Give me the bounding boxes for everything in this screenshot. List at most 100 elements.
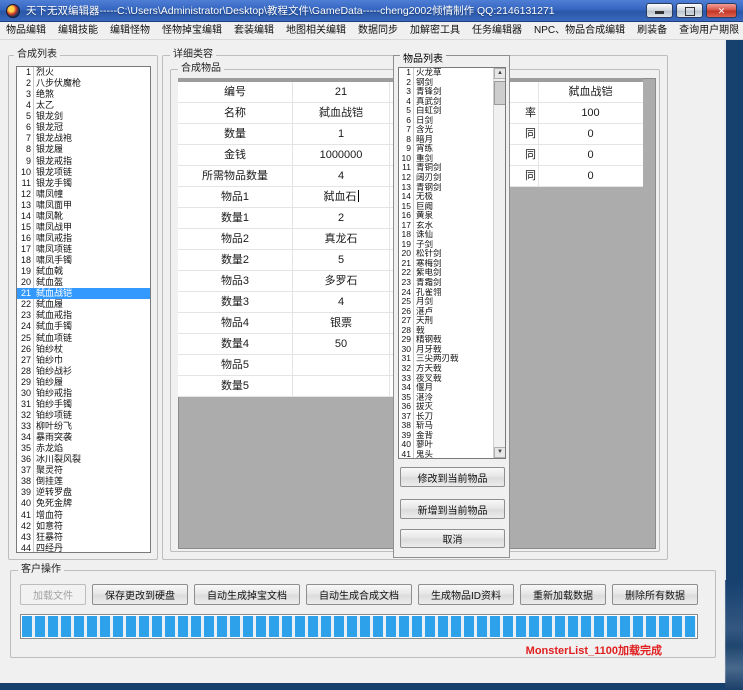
- list-item[interactable]: 39 金背: [399, 430, 505, 441]
- list-item[interactable]: 41 鬼头: [399, 449, 505, 458]
- list-item[interactable]: 36 冰川裂风裂: [17, 454, 150, 466]
- list-item[interactable]: 22 弑血履: [17, 299, 150, 311]
- list-item[interactable]: 15 巨阙: [399, 201, 505, 212]
- list-item[interactable]: 14 啸凤靴: [17, 210, 150, 222]
- list-item[interactable]: 41 增血符: [17, 509, 150, 521]
- list-item[interactable]: 36 拔灭: [399, 402, 505, 412]
- list-item[interactable]: 4 太乙: [17, 100, 150, 112]
- menu-item[interactable]: 物品编辑: [6, 24, 46, 36]
- grid-field-value[interactable]: 弑血石: [293, 187, 390, 207]
- grid-field-value[interactable]: 1000000: [293, 145, 390, 165]
- list-item[interactable]: 20 松针剑: [399, 249, 505, 259]
- list-item[interactable]: 10 重剑: [399, 153, 505, 164]
- menu-item[interactable]: 数据同步: [358, 24, 398, 36]
- list-item[interactable]: 4 真武剑: [399, 96, 505, 107]
- menu-item[interactable]: 编辑怪物: [110, 24, 150, 36]
- grid-field-value[interactable]: 100: [581, 107, 600, 119]
- grid-field-value[interactable]: [293, 376, 390, 396]
- minimize-icon[interactable]: [646, 3, 673, 18]
- list-item[interactable]: 30 铂纱戒指: [17, 387, 150, 399]
- list-item[interactable]: 29 铂纱履: [17, 376, 150, 388]
- close-icon[interactable]: [706, 3, 737, 18]
- item-list-scrollbar[interactable]: ▲ ▼: [493, 68, 505, 458]
- list-item[interactable]: 40 蓼叶: [399, 440, 505, 450]
- list-item[interactable]: 34 偃月: [399, 383, 505, 393]
- list-item[interactable]: 37 聚灵符: [17, 465, 150, 477]
- list-item[interactable]: 32 方天戟: [399, 363, 505, 374]
- grid-field-value[interactable]: 4: [293, 292, 390, 312]
- list-item[interactable]: 33 柳叶纷飞: [17, 421, 150, 433]
- list-item[interactable]: 8 暗月: [399, 134, 505, 145]
- list-item[interactable]: 23 弑血戒指: [17, 310, 150, 322]
- list-item[interactable]: 28 铂纱战衫: [17, 365, 150, 377]
- list-item[interactable]: 13 青钢剑: [399, 182, 505, 193]
- list-item[interactable]: 7 银龙战袍: [17, 133, 150, 145]
- grid-field-value[interactable]: [293, 355, 390, 375]
- list-item[interactable]: 25 弑血项链: [17, 332, 150, 344]
- reload-data-button[interactable]: 重新加载数据: [520, 584, 606, 605]
- list-item[interactable]: 19 子剑: [399, 239, 505, 250]
- load-file-button[interactable]: 加载文件: [20, 584, 86, 605]
- list-item[interactable]: 14 无极: [399, 192, 505, 202]
- list-item[interactable]: 7 含光: [399, 125, 505, 135]
- list-item[interactable]: 21 弑血战铠: [17, 288, 150, 300]
- list-item[interactable]: 39 逆转罗盘: [17, 487, 150, 499]
- menu-item[interactable]: 编辑技能: [58, 24, 98, 36]
- list-item[interactable]: 34 暴雨突袭: [17, 432, 150, 444]
- list-item[interactable]: 1 烈火: [17, 67, 150, 79]
- grid-field-value[interactable]: 50: [293, 334, 390, 354]
- menu-item[interactable]: 套装编辑: [234, 24, 274, 36]
- list-item[interactable]: 3 青锋剑: [399, 87, 505, 97]
- menu-item[interactable]: 地图相关编辑: [286, 24, 346, 36]
- save-to-disk-button[interactable]: 保存更改到硬盘: [92, 584, 188, 605]
- grid-field-value[interactable]: 弑血战铠: [293, 103, 390, 123]
- list-item[interactable]: 9 宵练: [399, 144, 505, 154]
- list-item[interactable]: 24 弑血手镯: [17, 321, 150, 333]
- grid-field-value[interactable]: 0: [587, 128, 594, 140]
- menu-item[interactable]: NPC、物品合成编辑: [534, 24, 626, 36]
- list-item[interactable]: 25 月剑: [399, 297, 505, 307]
- gen-item-id-button[interactable]: 生成物品ID资料: [418, 584, 514, 605]
- grid-field-value[interactable]: 0: [587, 149, 594, 161]
- list-item[interactable]: 2 钢剑: [399, 77, 505, 88]
- menu-item[interactable]: 刷装备: [637, 24, 668, 36]
- list-item[interactable]: 6 日剑: [399, 115, 505, 126]
- grid-field-value[interactable]: 21: [293, 82, 390, 102]
- list-item[interactable]: 32 铂纱项链: [17, 409, 150, 421]
- menu-item[interactable]: 怪物掉宝编辑: [162, 24, 222, 36]
- menu-item[interactable]: 任务编辑器: [472, 24, 522, 36]
- list-item[interactable]: 33 夜叉戟: [399, 373, 505, 384]
- list-item[interactable]: 38 倒挂莲: [17, 476, 150, 488]
- grid-field-value[interactable]: 5: [293, 250, 390, 270]
- list-item[interactable]: 12 阔刃剑: [399, 173, 505, 183]
- list-item[interactable]: 8 银龙履: [17, 144, 150, 156]
- list-item[interactable]: 43 狂暴符: [17, 531, 150, 543]
- list-item[interactable]: 31 铂纱手镯: [17, 398, 150, 410]
- list-item[interactable]: 42 如意符: [17, 520, 150, 532]
- list-item[interactable]: 11 银龙手镯: [17, 177, 150, 189]
- menu-item[interactable]: 加解密工具: [410, 24, 460, 36]
- scrollbar-thumb[interactable]: [494, 81, 505, 105]
- list-item[interactable]: 29 精钢戟: [399, 335, 505, 345]
- grid-field-value[interactable]: 2: [293, 208, 390, 228]
- list-item[interactable]: 2 八步伏魔枪: [17, 78, 150, 90]
- add-to-current-item-button[interactable]: 新增到当前物品: [400, 499, 505, 519]
- list-item[interactable]: 16 黄泉: [399, 211, 505, 221]
- list-item[interactable]: 40 免死金牌: [17, 498, 150, 510]
- list-item[interactable]: 18 啸凤手镯: [17, 255, 150, 267]
- list-item[interactable]: 5 银龙剑: [17, 111, 150, 123]
- list-item[interactable]: 9 银龙戒指: [17, 155, 150, 167]
- list-item[interactable]: 6 银龙冠: [17, 122, 150, 134]
- item-listbox[interactable]: ▲ ▼ 1 火龙草 2 钢剑 3 青锋剑 4 真武剑 5 白虹剑 6 日剑 7 含光 8 暗月 9 宵练 10 重剑 1…: [398, 67, 506, 459]
- list-item[interactable]: 15 啸凤战甲: [17, 221, 150, 233]
- scroll-up-icon[interactable]: ▲: [494, 68, 505, 79]
- grid-field-value[interactable]: 银票: [293, 313, 390, 333]
- list-item[interactable]: 16 啸凤戒指: [17, 232, 150, 244]
- list-item[interactable]: 30 月牙戟: [399, 344, 505, 355]
- grid-field-value[interactable]: 弑血战铠: [568, 86, 613, 98]
- list-item[interactable]: 26 湛卢: [399, 306, 505, 317]
- list-item[interactable]: 3 绝煞: [17, 89, 150, 101]
- list-item[interactable]: 28 戟: [399, 325, 505, 336]
- list-item[interactable]: 19 弑血戟: [17, 266, 150, 278]
- menu-item[interactable]: 查询用户期限: [679, 24, 740, 36]
